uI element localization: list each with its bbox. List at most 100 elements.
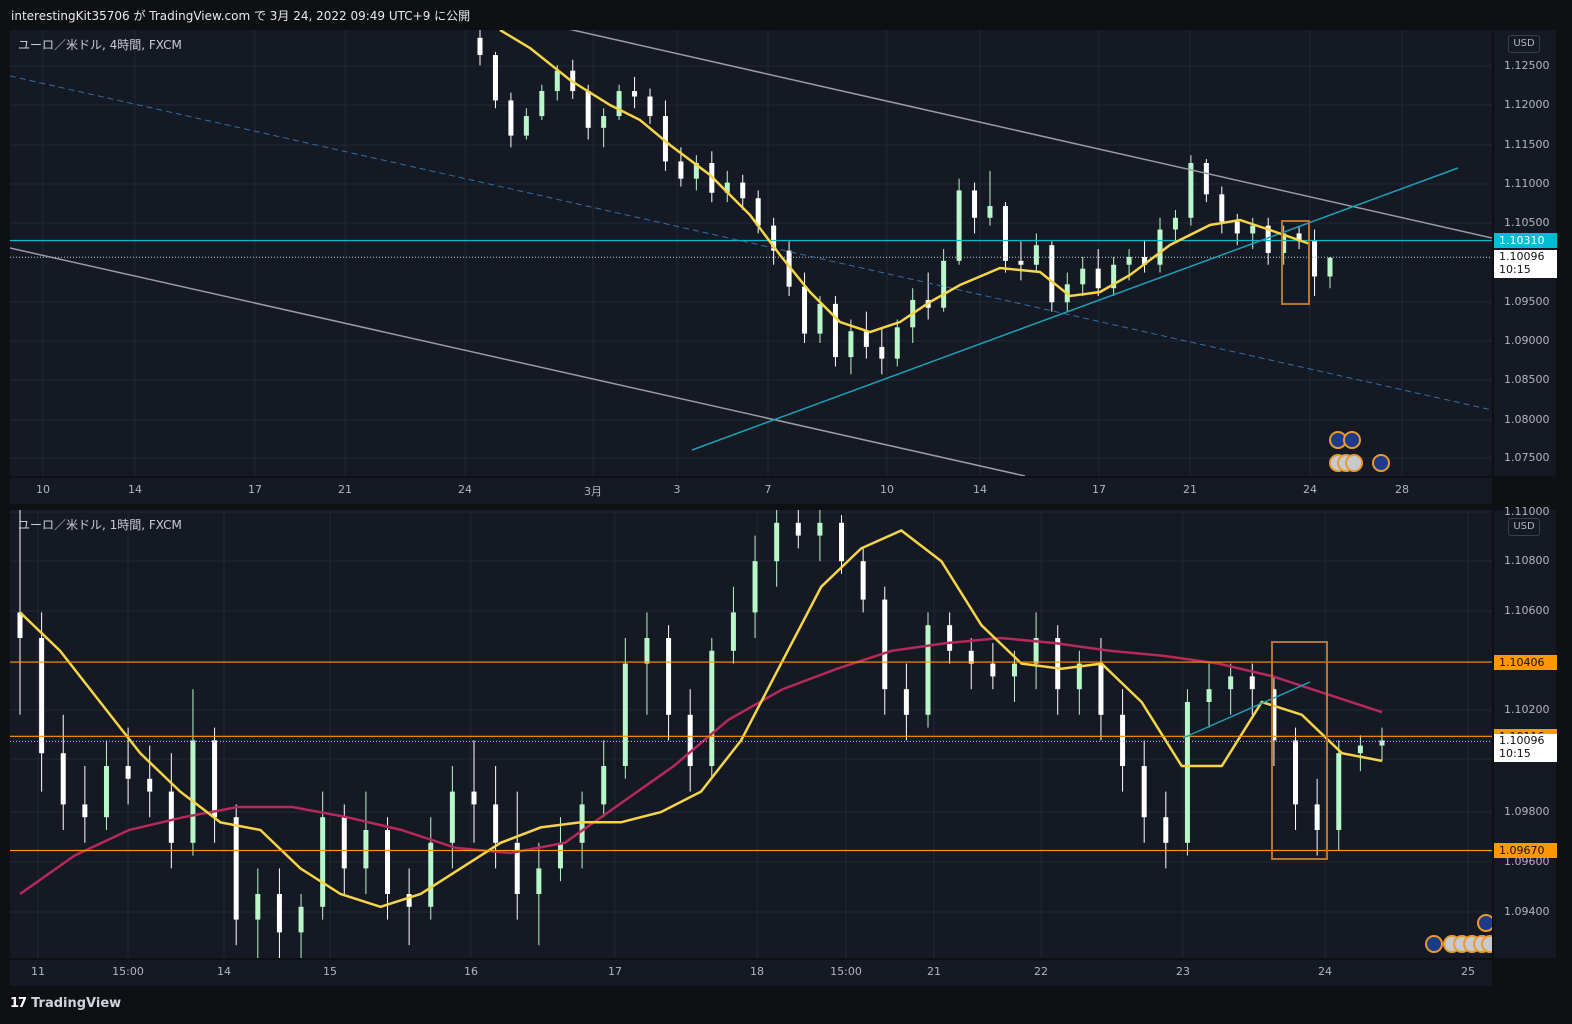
time-tick-label: 14 [128,483,142,496]
candle-body [1157,229,1163,265]
candle-body [1296,233,1302,242]
candle-body [693,163,699,179]
level-price-tag: 1.09670 [1494,843,1557,859]
currency-badge-4h[interactable]: USD [1508,35,1540,53]
candle-body [647,96,653,117]
time-axis-4h[interactable]: 10 14 17 21 24 3月 3 7 10 14 17 21 24 28 [10,478,1492,504]
candle-body [616,91,622,117]
time-tick-label: 7 [764,483,772,496]
price-axis-4h[interactable]: USD 1.12500 1.12000 1.11500 1.11000 1.10500 1… [1494,30,1557,476]
candle-body [1327,257,1333,277]
candle-body [147,778,153,792]
price-tick-label: 1.08000 [1504,413,1550,426]
candle-body [1172,217,1178,230]
level-price-tag: 1.10406 [1494,655,1557,671]
price-tick-label: 1.07500 [1504,451,1550,464]
short-trend-line [1182,681,1311,739]
candle-body [709,650,715,766]
highlight-box-1h [1271,641,1328,860]
candle-body [1312,241,1318,277]
candle-body [320,817,326,907]
candle-body [539,91,545,117]
candle-body [1188,163,1194,218]
candle-body [947,625,953,651]
price-axis-1h[interactable]: USD 1.110001.108001.106001.102001.100001… [1494,505,1557,958]
price-tick-label: 1.11500 [1504,138,1550,151]
bar-countdown: 10:15 [1499,263,1531,277]
candle-body [1163,817,1169,843]
candle-body [190,740,196,843]
candle-body [363,830,369,869]
candle-body [968,650,974,664]
current-price-tag: 1.10096 10:15 [1494,734,1557,763]
candle-body [536,868,542,894]
candle-body [1184,702,1190,843]
candle-body [632,91,638,97]
candle-body [1314,804,1320,830]
level-price-tag: 1.10310 [1494,233,1557,249]
candle-body [341,817,347,869]
time-tick-label: 25 [1461,965,1475,978]
candle-body [990,663,996,677]
candle-body [860,561,866,600]
moving-average-short [19,529,1383,909]
candle-body [554,70,560,92]
candle-body [1336,753,1342,830]
channel-mid-line [10,75,1492,411]
candle-body [1250,225,1256,234]
channel-upper-line [569,30,1492,239]
candle-body [1206,689,1212,702]
candle-chart-4h [10,30,1492,476]
current-price-tag: 1.10096 10:15 [1494,250,1557,279]
candle-body [795,522,801,536]
candle-body [848,331,854,358]
current-price-value: 1.10096 [1499,734,1545,748]
candle-body [1228,676,1234,690]
candle-body [406,894,412,907]
price-tick-label: 1.10600 [1504,604,1550,617]
candle-body [1293,740,1299,805]
candle-body [802,286,808,334]
time-tick-label: 3 [673,483,681,496]
currency-badge-1h[interactable]: USD [1508,518,1540,536]
candle-body [1076,663,1082,690]
time-tick-label: 23 [1176,965,1190,978]
time-axis-1h[interactable]: 11 15:00 14 15 16 17 18 15:00 21 22 23 24 25 [10,960,1492,986]
candle-body [839,522,845,562]
tradingview-logo[interactable]: 17 TradingView [10,996,121,1011]
eu-event-icon [1425,935,1443,953]
candle-body [1126,256,1132,265]
price-tick-label: 1.10800 [1504,554,1550,567]
time-tick-label: 14 [217,965,231,978]
candle-body [724,182,730,193]
support-trend-line [691,167,1459,451]
candle-body [168,791,174,843]
candle-body [1055,638,1061,690]
candle-body [514,842,520,894]
eu-event-icon [1372,454,1390,472]
candle-body [863,331,869,347]
price-tick-label: 1.11000 [1504,177,1550,190]
candle-body [1033,245,1039,265]
candle-body [601,766,607,805]
candle-body [298,906,304,933]
price-tick-label: 1.11000 [1504,505,1550,518]
candle-body [1379,740,1385,746]
candle-body [1049,245,1055,303]
time-tick-label: 15:00 [830,965,862,978]
candle-body [449,791,455,843]
candle-body [817,303,823,334]
candle-body [477,37,483,56]
candle-body [832,303,838,358]
candle-body [1265,225,1271,253]
moving-average-4h [499,30,1311,334]
chart-pane-4h[interactable]: ユーロ／米ドル, 4時間, FXCM [10,30,1492,476]
candle-chart-1h [10,510,1492,958]
chart-pane-1h[interactable]: ユーロ／米ドル, 1時間, FXCM [10,510,1492,958]
candle-body [1141,766,1147,818]
candle-body [662,116,668,162]
price-tick-label: 1.09500 [1504,295,1550,308]
candle-body [1271,689,1277,741]
candle-body [740,182,746,199]
time-tick-label: 17 [608,965,622,978]
